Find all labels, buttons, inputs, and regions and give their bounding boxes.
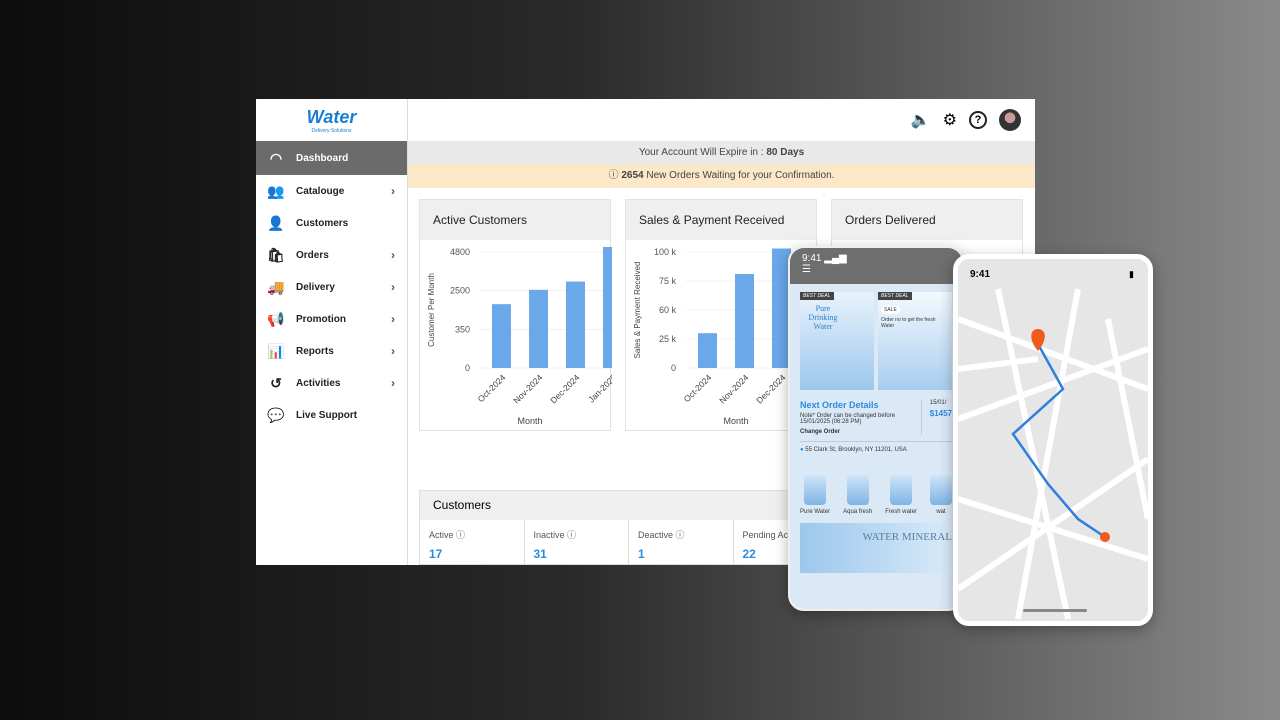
bar-Jan-2025 — [603, 246, 622, 368]
promo-banner[interactable]: WATER MINERAL — [800, 523, 960, 573]
y-axis-label: Sales & Payment Received — [633, 262, 642, 359]
y-tick-label: 75 k — [659, 276, 677, 286]
gauge-icon: ◠ — [269, 149, 283, 166]
origin-dot-icon — [1100, 532, 1110, 542]
x-tick-label: Dec-2024 — [754, 372, 787, 405]
bar-Oct-2024 — [698, 333, 717, 368]
battery-icon: ▮ — [1129, 269, 1134, 279]
change-order-link[interactable]: Change Order — [800, 429, 841, 435]
x-tick-label: Nov-2024 — [717, 372, 750, 405]
help-icon[interactable]: ⓘ — [675, 530, 685, 540]
stat-active[interactable]: Active ⓘ 17 — [420, 520, 525, 565]
help-icon[interactable]: ? — [969, 111, 987, 129]
chevron-right-icon: › — [391, 280, 395, 294]
y-tick-label: 2500 — [450, 286, 470, 296]
help-icon[interactable]: ⓘ — [456, 530, 466, 540]
truck-icon: 🚚 — [267, 278, 285, 295]
history-icon: ↺ — [270, 374, 282, 391]
product-item[interactable]: Pure Water — [800, 475, 830, 515]
y-tick-label: 25 k — [659, 334, 677, 344]
user-icon: 👤 — [267, 214, 285, 231]
route-line — [1011, 343, 1106, 539]
sidebar-item-dashboard[interactable]: ◠ Dashboard — [256, 141, 407, 175]
x-tick-label: Jan-2025 — [586, 372, 612, 404]
sidebar-item-customers[interactable]: 👤 Customers — [267, 214, 349, 231]
chevron-right-icon: › — [391, 312, 395, 326]
product-item[interactable]: Fresh water — [885, 475, 917, 515]
sidebar-item-orders[interactable]: 🛍 Orders › — [267, 246, 395, 263]
chevron-right-icon: › — [391, 376, 395, 390]
sidebar-item-reports[interactable]: 📊 Reports › — [267, 342, 395, 359]
sidebar-item-live-support[interactable]: 💬 Live Support — [267, 406, 358, 423]
water-bottle-icon — [846, 475, 869, 505]
chart-icon: 📊 — [267, 342, 285, 359]
product-item[interactable]: wat — [929, 475, 952, 515]
avatar[interactable] — [999, 109, 1021, 131]
mobile-app-phone: 9:41 ▂▄▆ ☰ BEST DEAL Pure Drinking Water … — [788, 246, 964, 611]
y-tick-label: 0 — [671, 363, 676, 373]
catalogue-icon: 👥 — [267, 182, 285, 199]
stat-deactive[interactable]: Deactive ⓘ 1 — [629, 520, 734, 565]
x-tick-label: Dec-2024 — [548, 372, 581, 405]
logo: Water Delivery Solutions — [306, 106, 357, 134]
speaker-icon[interactable]: 🔈 — [910, 112, 931, 129]
y-tick-label: 4800 — [450, 247, 470, 257]
orders-notice[interactable]: ⓘ 2654 New Orders Waiting for your Confi… — [408, 164, 1035, 188]
x-axis-label: Month — [723, 416, 748, 426]
water-bottle-icon — [929, 475, 952, 505]
header: 🔈 ⚙ ? — [408, 99, 1035, 141]
map[interactable] — [958, 259, 1148, 621]
megaphone-icon: 📢 — [267, 310, 285, 327]
bar-Nov-2024 — [529, 289, 548, 368]
bar-Dec-2024 — [772, 248, 791, 368]
expiry-banner: Your Account Will Expire in : 80 Days — [408, 141, 1035, 164]
x-tick-label: Nov-2024 — [511, 372, 544, 405]
x-axis-label: Month — [517, 416, 542, 426]
destination-pin-icon — [1031, 329, 1045, 351]
y-tick-label: 0 — [465, 363, 470, 373]
signal-icon: ▂▄▆ — [824, 253, 847, 264]
y-tick-label: 60 k — [659, 305, 677, 315]
y-tick-label: 100 k — [654, 247, 677, 257]
chat-icon: 💬 — [267, 406, 285, 423]
sidebar-item-delivery[interactable]: 🚚 Delivery › — [267, 278, 395, 295]
location-pin-icon: ● — [800, 447, 804, 453]
y-tick-label: 350 — [455, 324, 470, 334]
gear-icon[interactable]: ⚙ — [942, 112, 957, 129]
stat-inactive[interactable]: Inactive ⓘ 31 — [525, 520, 629, 565]
chevron-right-icon: › — [391, 184, 395, 198]
sidebar-item-catalouge[interactable]: 👥 Catalouge › — [267, 182, 395, 199]
chevron-right-icon: › — [391, 248, 395, 262]
x-tick-label: Oct-2024 — [682, 372, 714, 404]
orders-bag-icon: 🛍 — [267, 246, 285, 263]
deal-banner-1[interactable]: BEST DEAL Pure Drinking Water — [800, 292, 874, 390]
x-tick-label: Oct-2024 — [476, 372, 508, 404]
menu-icon[interactable]: ☰ — [802, 264, 811, 275]
deal-banner-2[interactable]: BEST DEAL SALE Order no to get the fresh… — [878, 292, 952, 390]
bar-Oct-2024 — [492, 304, 511, 368]
sales-card: Sales & Payment Received 0 25 k 60 k 75 k 100… — [625, 199, 817, 431]
chevron-right-icon: › — [391, 344, 395, 358]
customers-panel: Customers Active ⓘ 17 Inactive ⓘ 31 Deactive… — [419, 490, 839, 565]
water-bottle-icon — [890, 475, 913, 505]
bar-Dec-2024 — [566, 281, 585, 368]
sidebar: Water Delivery Solutions ◠ Dashboard 👥 Cata… — [256, 99, 408, 565]
y-axis-label: Customer Per Month — [427, 273, 436, 347]
water-bottle-icon — [804, 475, 827, 505]
product-item[interactable]: Aqua fresh — [843, 475, 872, 515]
map-tracking-phone: 9:41 ▮ — [953, 254, 1153, 626]
sidebar-item-promotion[interactable]: 📢 Promotion › — [267, 310, 395, 327]
sidebar-item-activities[interactable]: ↺ Activities › — [256, 367, 407, 399]
bar-Nov-2024 — [735, 274, 754, 368]
info-icon: ⓘ — [608, 170, 622, 181]
help-icon[interactable]: ⓘ — [567, 530, 577, 540]
active-customers-card: Active Customers 0 350 2500 4800 Customer Per… — [419, 199, 622, 431]
